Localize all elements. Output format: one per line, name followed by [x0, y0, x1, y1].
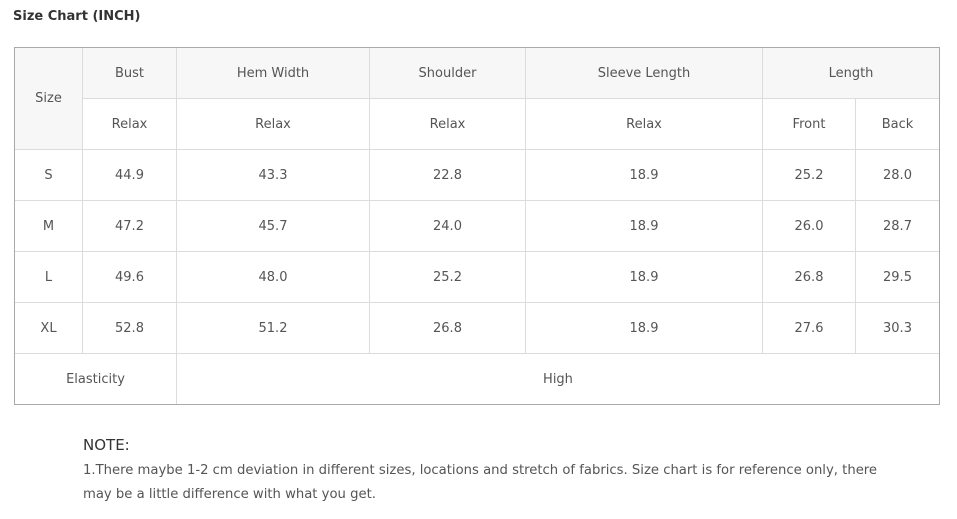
size-cell: XL	[14, 302, 83, 354]
subheader-row: Relax Relax Relax Relax Front Back	[15, 98, 940, 150]
elasticity-value: High	[176, 353, 940, 405]
bust-cell: 49.6	[82, 251, 177, 303]
front-length-cell: 26.8	[762, 251, 856, 303]
hem-width-subheader: Relax	[176, 98, 370, 150]
table-row: M 47.2 45.7 24.0 18.9 26.0 28.7	[14, 200, 940, 252]
bust-subheader: Relax	[82, 98, 177, 150]
front-length-cell: 27.6	[762, 302, 856, 354]
hem-width-header: Hem Width	[176, 47, 370, 99]
table-row: L 49.6 48.0 25.2 18.9 26.8 29.5	[14, 251, 940, 303]
front-subheader: Front	[762, 98, 856, 150]
sleeve-length-cell: 18.9	[525, 302, 763, 354]
back-length-cell: 28.7	[855, 200, 940, 252]
sleeve-length-cell: 18.9	[525, 149, 763, 201]
shoulder-cell: 24.0	[369, 200, 526, 252]
bust-header: Bust	[82, 47, 177, 99]
back-length-cell: 29.5	[855, 251, 940, 303]
shoulder-header: Shoulder	[369, 47, 526, 99]
bust-cell: 44.9	[82, 149, 177, 201]
note-text: 1.There maybe 1-2 cm deviation in differ…	[83, 463, 878, 502]
length-header: Length	[762, 47, 940, 99]
size-cell: M	[14, 200, 83, 252]
bust-cell: 52.8	[82, 302, 177, 354]
size-header: Size	[14, 47, 83, 150]
sleeve-length-cell: 18.9	[525, 200, 763, 252]
table-row: XL 52.8 51.2 26.8 18.9 27.6 30.3	[14, 302, 940, 354]
table-row: S 44.9 43.3 22.8 18.9 25.2 28.0	[14, 149, 940, 201]
note-section: NOTE: 1.There maybe 1-2 cm deviation in …	[83, 436, 883, 507]
size-cell: L	[14, 251, 83, 303]
hem-width-cell: 51.2	[176, 302, 370, 354]
size-chart-title: Size Chart (INCH)	[13, 9, 141, 24]
back-subheader: Back	[855, 98, 940, 150]
header-row: Size Bust Hem Width Shoulder Sleeve Leng…	[14, 47, 940, 150]
elasticity-row: Elasticity High	[14, 353, 940, 405]
size-chart-table: Size Bust Hem Width Shoulder Sleeve Leng…	[14, 47, 940, 405]
size-cell: S	[14, 149, 83, 201]
back-length-cell: 30.3	[855, 302, 940, 354]
shoulder-cell: 22.8	[369, 149, 526, 201]
sleeve-length-subheader: Relax	[525, 98, 763, 150]
shoulder-cell: 26.8	[369, 302, 526, 354]
sleeve-length-cell: 18.9	[525, 251, 763, 303]
hem-width-cell: 45.7	[176, 200, 370, 252]
bust-cell: 47.2	[82, 200, 177, 252]
hem-width-cell: 48.0	[176, 251, 370, 303]
front-length-cell: 25.2	[762, 149, 856, 201]
hem-width-cell: 43.3	[176, 149, 370, 201]
shoulder-subheader: Relax	[369, 98, 526, 150]
shoulder-cell: 25.2	[369, 251, 526, 303]
elasticity-label: Elasticity	[14, 353, 177, 405]
sleeve-length-header: Sleeve Length	[525, 47, 763, 99]
back-length-cell: 28.0	[855, 149, 940, 201]
front-length-cell: 26.0	[762, 200, 856, 252]
note-title: NOTE:	[83, 436, 130, 454]
